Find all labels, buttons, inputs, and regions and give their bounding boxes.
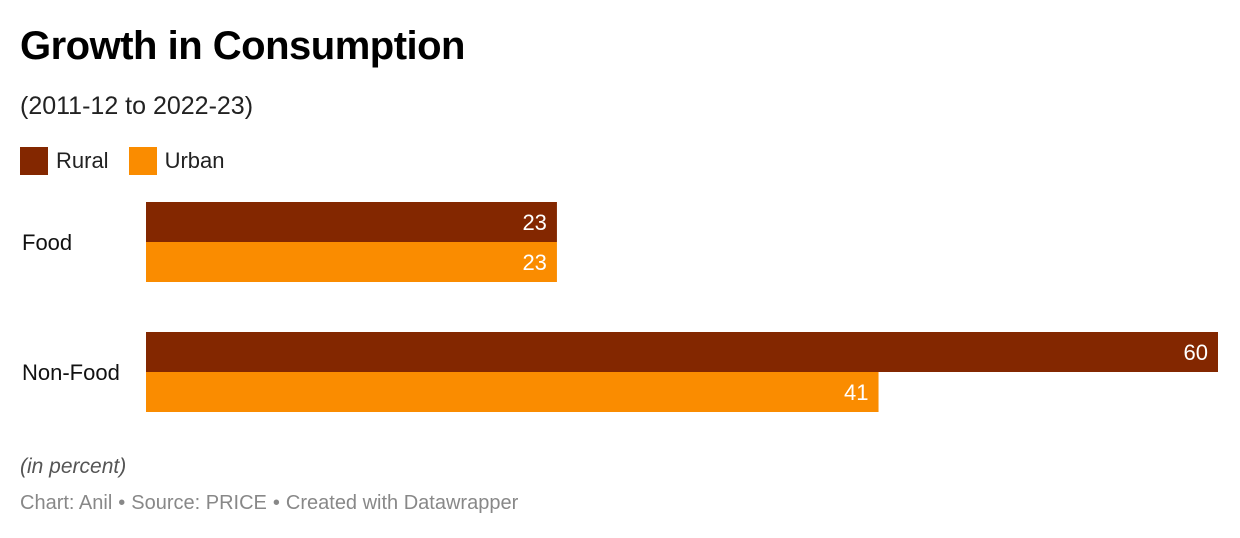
legend-swatch-rural bbox=[20, 147, 48, 175]
legend-label-rural: Rural bbox=[56, 148, 109, 173]
credit-separator: • bbox=[118, 492, 126, 514]
legend: Rural Urban bbox=[20, 146, 245, 176]
data-label: 23 bbox=[522, 210, 546, 235]
credit-separator: • bbox=[272, 492, 280, 514]
unit-note: (in percent) bbox=[20, 455, 127, 478]
legend-item-urban: Urban bbox=[128, 147, 225, 175]
credit-line: Chart: Anil • Source: PRICE • Created with D… bbox=[20, 489, 518, 517]
credit-author: Chart: Anil bbox=[20, 492, 113, 514]
bar-rural-food bbox=[146, 202, 557, 242]
legend-item-rural: Rural bbox=[20, 147, 109, 175]
bar-urban-non-food bbox=[146, 372, 879, 412]
bar-chart: Food 23 23 Non-Food 60 41 bbox=[22, 202, 1218, 412]
legend-swatch-urban bbox=[128, 147, 157, 175]
legend-label-urban: Urban bbox=[164, 148, 225, 173]
chart-title: Growth in Consumption bbox=[20, 24, 466, 68]
bar-urban-food bbox=[146, 242, 557, 282]
category-label: Food bbox=[22, 230, 72, 255]
data-label: 60 bbox=[1184, 340, 1208, 365]
bar-rural-non-food bbox=[146, 332, 1218, 372]
credit-source: Source: PRICE bbox=[131, 492, 267, 514]
credit-created: Created with Datawrapper bbox=[285, 492, 519, 514]
data-label: 23 bbox=[522, 250, 546, 275]
category-label: Non-Food bbox=[22, 360, 120, 385]
chart-subtitle: (2011-12 to 2022-23) bbox=[20, 92, 254, 120]
data-label: 41 bbox=[844, 380, 868, 405]
